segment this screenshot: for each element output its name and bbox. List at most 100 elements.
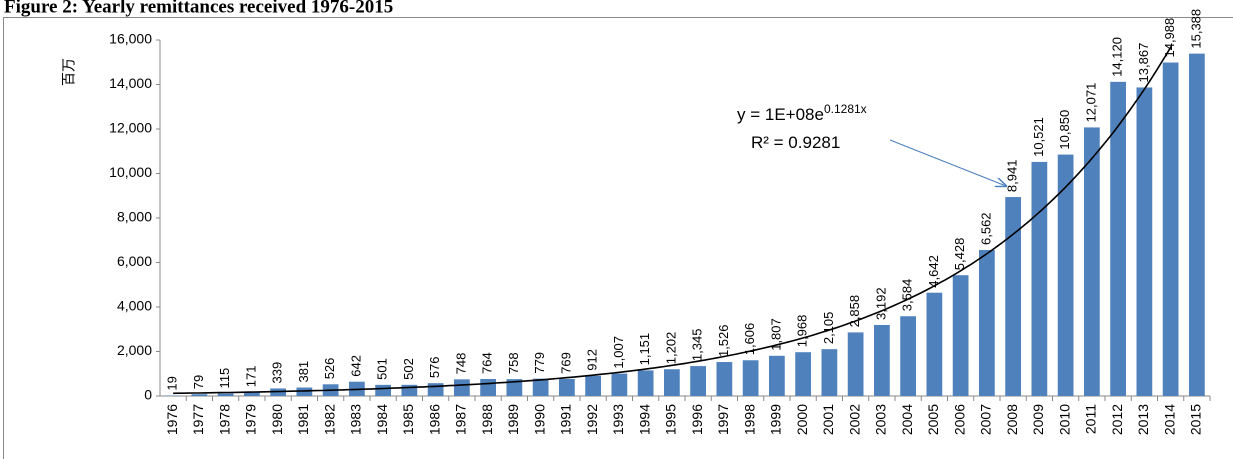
value-label: 642 <box>348 355 363 377</box>
chart-title: Figure 2: Yearly remittances received 19… <box>4 0 393 17</box>
value-label: 1,526 <box>716 324 731 357</box>
bar <box>1162 62 1179 396</box>
x-tick-label: 2010 <box>1056 404 1072 435</box>
bar <box>769 355 785 396</box>
bar <box>1136 87 1153 396</box>
value-label: 758 <box>506 352 521 374</box>
bar <box>952 275 969 396</box>
value-label: 1,606 <box>742 323 757 356</box>
bar <box>847 332 864 396</box>
value-label: 779 <box>532 352 547 374</box>
y-tick-label: 4,000 <box>117 298 152 314</box>
bar <box>611 373 628 396</box>
y-tick-label: 14,000 <box>109 75 152 91</box>
value-label: 3,584 <box>900 279 915 312</box>
bar <box>217 393 234 396</box>
bar <box>1005 197 1021 396</box>
x-tick-label: 2000 <box>794 404 810 435</box>
bar <box>637 370 654 396</box>
value-label: 1,968 <box>795 315 810 348</box>
x-tick-label: 2013 <box>1135 404 1151 435</box>
value-label: 19 <box>165 376 180 390</box>
value-label: 764 <box>480 352 495 374</box>
value-label: 769 <box>558 352 573 374</box>
bar <box>926 292 943 396</box>
y-tick-label: 2,000 <box>117 342 152 358</box>
value-label: 3,192 <box>873 287 888 320</box>
bar <box>900 316 916 396</box>
x-tick-label: 1986 <box>426 404 442 435</box>
bar <box>401 384 418 396</box>
x-tick-label: 1995 <box>663 404 679 435</box>
x-tick-label: 1981 <box>295 404 311 435</box>
x-tick-label: 2001 <box>820 404 836 435</box>
x-tick-label: 2002 <box>846 404 862 435</box>
bar <box>427 383 444 396</box>
x-tick-label: 2004 <box>899 404 915 435</box>
bar <box>375 384 391 396</box>
y-tick-label: 0 <box>144 387 152 403</box>
x-tick-label: 1990 <box>531 404 547 435</box>
equation-exponent: 0.1281x <box>824 102 867 116</box>
value-label: 339 <box>270 362 285 384</box>
value-label: 576 <box>427 356 442 378</box>
bar <box>874 324 890 396</box>
value-label: 10,521 <box>1031 117 1046 157</box>
x-tick-label: 1988 <box>479 404 495 435</box>
x-tick-label: 1984 <box>374 404 390 435</box>
bar <box>1189 53 1205 396</box>
trendline <box>173 45 1172 395</box>
x-tick-label: 1999 <box>768 404 784 435</box>
r-squared: R² = 0.9281 <box>751 133 840 152</box>
x-tick-label: 2012 <box>1109 404 1125 435</box>
value-label: 1,345 <box>690 329 705 362</box>
x-tick-label: 1982 <box>321 404 337 435</box>
y-tick-label: 10,000 <box>109 164 152 180</box>
value-label: 6,562 <box>978 212 993 245</box>
value-label: 12,071 <box>1083 83 1098 123</box>
bar <box>1084 127 1100 396</box>
plot-area: 0 2,000 4,000 6,000 8,000 10,000 12,000 14,000 1… <box>109 9 1211 435</box>
x-tick-label: 1991 <box>558 404 574 435</box>
bar <box>191 394 208 396</box>
bar <box>296 387 313 396</box>
value-label: 2,105 <box>821 312 836 345</box>
value-label: 1,007 <box>611 336 626 369</box>
bar <box>690 366 706 396</box>
x-tick-label: 1996 <box>689 404 705 435</box>
equation-base: y = 1E+08e <box>737 105 824 124</box>
x-tick-label: 2011 <box>1083 404 1099 434</box>
bar <box>559 378 575 396</box>
x-tick-label: 1989 <box>505 404 521 435</box>
bar <box>716 362 733 396</box>
value-label: 15,388 <box>1188 9 1203 49</box>
x-tick-label: 1998 <box>741 404 757 435</box>
value-label: 1,151 <box>637 333 652 366</box>
x-tick-label: 2009 <box>1030 404 1046 435</box>
x-tick-label: 1985 <box>400 404 416 435</box>
y-axis-label: 百万 <box>61 58 77 86</box>
x-tick-label: 2015 <box>1188 404 1204 435</box>
x-tick-label: 1997 <box>715 404 731 435</box>
x-tick-label: 1977 <box>190 404 206 435</box>
value-label: 14,988 <box>1162 18 1177 58</box>
bar <box>742 360 759 396</box>
x-tick-label: 1987 <box>453 404 469 435</box>
x-tick-label: 1994 <box>636 404 652 435</box>
x-tick-label: 1992 <box>584 404 600 435</box>
x-tick-label: 1980 <box>269 404 285 435</box>
value-label: 5,428 <box>952 238 967 271</box>
value-label: 8,941 <box>1005 160 1020 193</box>
value-label: 502 <box>401 358 416 380</box>
value-label: 1,202 <box>663 332 678 365</box>
value-label: 1,807 <box>768 318 783 351</box>
bar <box>795 352 811 396</box>
bar <box>454 379 470 396</box>
bar <box>664 369 680 396</box>
value-label: 115 <box>217 368 232 389</box>
x-tick-label: 1978 <box>216 404 232 435</box>
value-label: 10,850 <box>1057 110 1072 150</box>
x-tick-label: 2007 <box>978 404 994 435</box>
